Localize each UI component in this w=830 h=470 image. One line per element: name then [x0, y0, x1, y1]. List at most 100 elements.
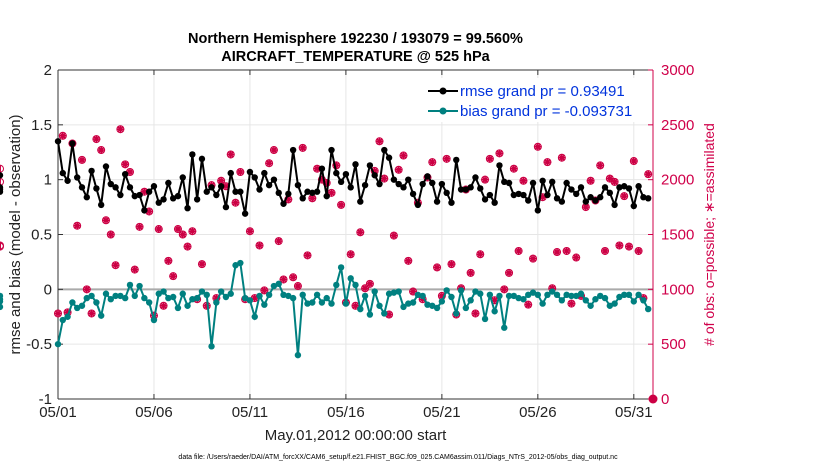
obs-assimilated-point	[567, 299, 576, 308]
bias-point	[510, 292, 518, 300]
obs-star-stroke	[222, 182, 230, 190]
obs-star-stroke	[107, 231, 115, 238]
obs-assimilated-point	[92, 135, 101, 143]
obs-assimilated-point	[236, 168, 245, 176]
obs-assimilated-point	[519, 176, 528, 185]
obs-assimilated-point	[226, 150, 235, 159]
rmse-point	[145, 188, 153, 195]
y-axis-label-left: rmse and bias (model - observation)	[7, 114, 24, 354]
rmse-point	[501, 178, 508, 186]
rmse-point	[549, 178, 556, 186]
obs-assimilated-point	[596, 161, 605, 170]
rmse-point	[150, 183, 158, 190]
x-tick-label: 05/16	[327, 404, 365, 421]
legend-label: bias grand pr = -0.093731	[460, 103, 632, 120]
bias-point	[198, 288, 206, 295]
obs-star-stroke	[131, 266, 139, 273]
bias-point	[645, 305, 652, 313]
obs-assimilated-point	[274, 237, 283, 245]
y-tick-label-left: 1.5	[31, 117, 52, 134]
rmse-point	[265, 181, 273, 189]
obs-assimilated-point	[471, 309, 480, 318]
obs-star-stroke	[54, 310, 62, 317]
rmse-point	[486, 191, 494, 199]
bias-point	[525, 291, 532, 299]
rmse-point	[400, 184, 407, 191]
bias-point	[323, 294, 330, 302]
bias-point	[145, 299, 153, 306]
obs-assimilated-point	[620, 192, 629, 200]
bias-point	[395, 288, 402, 295]
obs-assimilated-point	[169, 272, 177, 280]
obs-star-stroke	[88, 310, 95, 317]
bias-point	[0, 296, 4, 303]
obs-assimilated-point	[231, 198, 240, 207]
bias-point	[304, 300, 311, 307]
chart-title-line1: Northern Hemisphere 192230 / 193079 = 99…	[188, 31, 523, 47]
bias-point	[294, 351, 302, 359]
bias-point	[107, 296, 114, 303]
obs-assimilated-point	[534, 142, 542, 151]
obs-assimilated-point	[106, 230, 115, 239]
bias-point	[54, 340, 62, 348]
obs-star-stroke	[179, 231, 187, 238]
bias-point	[83, 294, 90, 302]
bias-point	[342, 300, 350, 307]
rmse-point	[443, 189, 450, 197]
bias-point	[549, 288, 556, 295]
obs-assimilated-point	[346, 250, 355, 259]
obs-star-stroke	[606, 175, 614, 182]
obs-assimilated-point	[78, 156, 86, 164]
bias-point	[126, 281, 134, 289]
y-tick-label-right: 500	[661, 336, 686, 353]
rmse-point	[59, 169, 66, 177]
obs-star-stroke	[83, 286, 91, 293]
obs-star-stroke	[529, 255, 537, 262]
rmse-point	[625, 185, 633, 192]
bias-point	[472, 288, 479, 295]
rmse-point	[337, 178, 345, 186]
bias-point	[616, 293, 623, 301]
bias-point	[246, 297, 254, 304]
obs-star-stroke	[582, 203, 590, 211]
obs-assimilated-point	[298, 144, 307, 152]
obs-star-stroke	[328, 189, 335, 197]
bias-point	[385, 290, 393, 297]
obs-star-stroke	[299, 144, 307, 152]
bias-point	[390, 289, 398, 296]
rmse-point	[102, 163, 110, 170]
rmse-point	[198, 155, 206, 163]
obs-star-stroke	[572, 254, 580, 261]
obs-star-stroke	[558, 154, 566, 162]
rmse-point	[246, 168, 254, 176]
legend-label: rmse grand pr = 0.93491	[460, 83, 625, 100]
rmse-point	[251, 174, 258, 181]
obs-assimilated-point	[260, 286, 269, 295]
bias-point	[256, 292, 263, 300]
obs-star-stroke	[635, 247, 642, 255]
bias-point	[131, 292, 138, 300]
obs-assimilated-point	[606, 174, 614, 183]
y-tick-label-right: 0	[661, 391, 669, 408]
rmse-point	[477, 185, 484, 192]
obs-star-stroke	[390, 232, 398, 239]
bias-point	[462, 304, 470, 312]
bias-point	[424, 301, 431, 308]
rmse-point	[0, 186, 4, 193]
obs-assimilated-point	[145, 207, 153, 216]
bias-point	[136, 282, 143, 290]
rmse-point	[256, 186, 263, 193]
obs-assimilated-point	[433, 263, 441, 272]
rmse-point	[179, 174, 186, 181]
obs-star-stroke	[261, 287, 268, 294]
legend-box	[424, 78, 648, 122]
bias-point	[179, 290, 186, 297]
rmse-point	[227, 169, 234, 177]
bias-point	[529, 289, 537, 296]
rmse-point	[112, 184, 119, 191]
rmse-point	[121, 170, 129, 178]
bias-point	[457, 287, 465, 294]
bias-point	[568, 292, 575, 300]
obs-assimilated-point	[130, 265, 139, 274]
bias-point	[515, 294, 522, 302]
